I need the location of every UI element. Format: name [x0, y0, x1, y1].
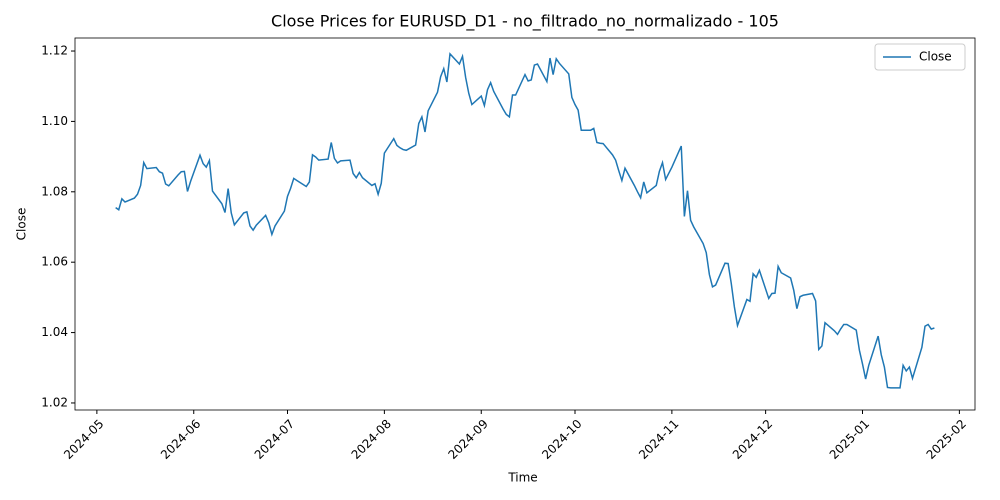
y-axis-label: Close: [15, 208, 29, 241]
plot-frame: [74, 37, 976, 411]
x-tick-label: 2024-10: [539, 417, 584, 462]
y-tick-label: 1.10: [41, 114, 68, 128]
legend-box: [874, 43, 966, 71]
x-tick-label: 2024-05: [61, 417, 106, 462]
x-tick-label: 2025-02: [924, 417, 969, 462]
line-series: [115, 52, 935, 389]
x-tick-label: 2024-09: [445, 417, 490, 462]
x-tick-label: 2025-01: [827, 417, 872, 462]
x-tick-label: 2024-11: [636, 417, 681, 462]
x-tick-label: 2024-12: [730, 417, 775, 462]
x-tick-label: 2024-06: [158, 417, 203, 462]
x-axis-label: Time: [507, 471, 537, 485]
chart-title: Close Prices for EURUSD_D1 - no_filtrado…: [271, 12, 779, 32]
y-tick-label: 1.12: [41, 44, 68, 58]
y-tick-label: 1.02: [41, 395, 68, 409]
y-tick-label: 1.06: [41, 255, 68, 269]
legend-label: Close: [919, 50, 952, 64]
x-tick-label: 2024-07: [252, 417, 297, 462]
y-tick-label: 1.04: [41, 325, 68, 339]
y-tick-label: 1.08: [41, 184, 68, 198]
x-tick-label: 2024-08: [349, 417, 394, 462]
